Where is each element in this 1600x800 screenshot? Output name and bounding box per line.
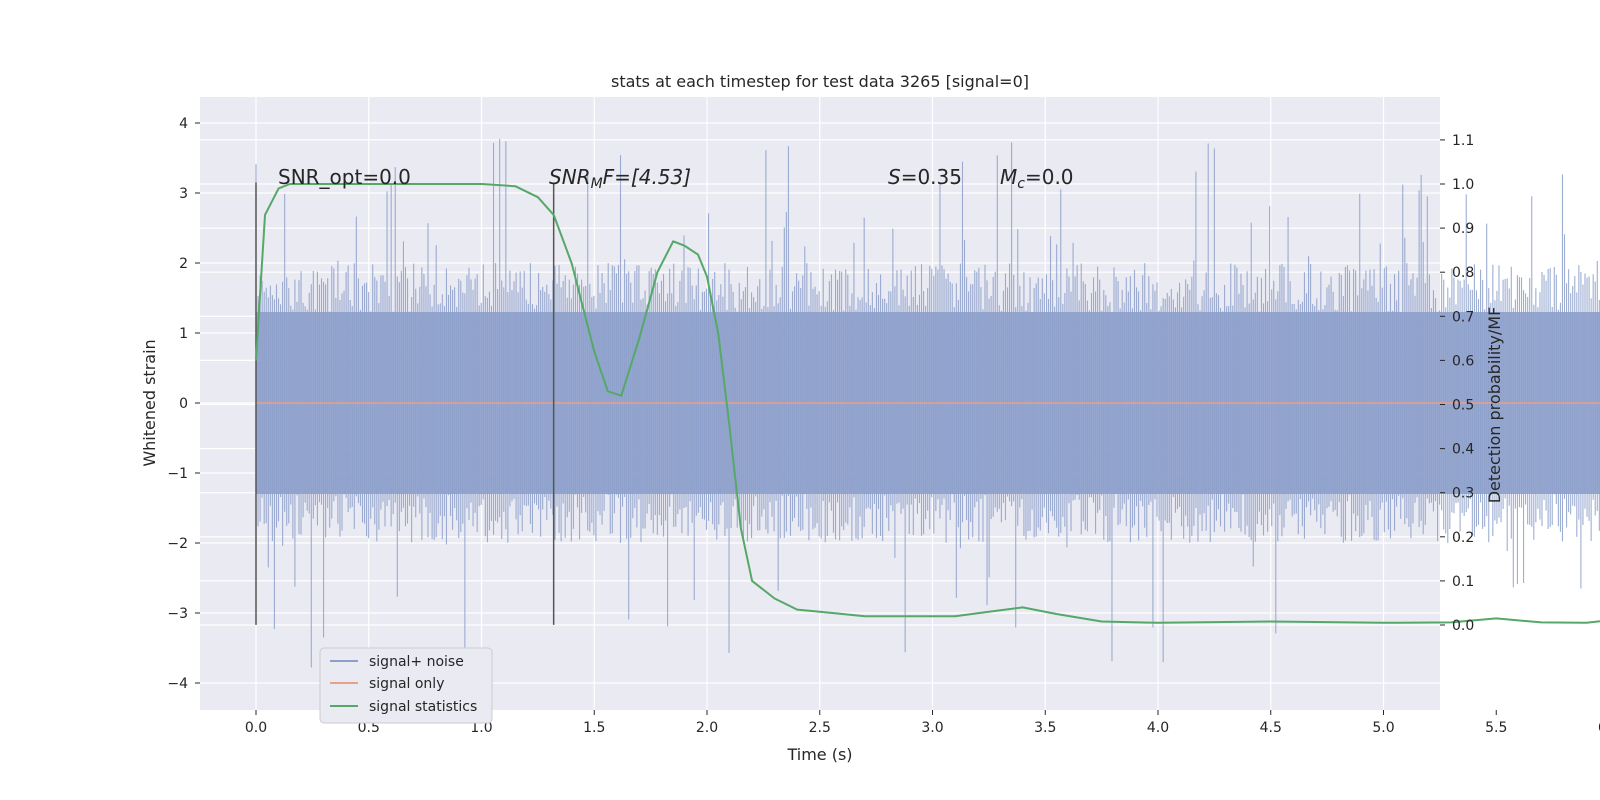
y-axis-label-left: Whitened strain <box>140 339 159 466</box>
x-tick-label: 1.0 <box>470 720 492 736</box>
x-tick-label: 0.5 <box>358 720 380 736</box>
y-left-tick-label: 1 <box>179 326 188 342</box>
x-tick-label: 6.0 <box>1598 720 1600 736</box>
x-tick-label: 3.5 <box>1034 720 1056 736</box>
y-right-tick-label: 0.0 <box>1452 618 1474 634</box>
y-left-tick-label: 2 <box>179 256 188 272</box>
legend-label-signal-only: signal only <box>369 676 444 692</box>
x-tick-label: 4.5 <box>1260 720 1282 736</box>
y-right-tick-label: 0.1 <box>1452 574 1474 590</box>
x-tick-label: 5.5 <box>1485 720 1507 736</box>
chart-title: stats at each timestep for test data 326… <box>611 72 1029 91</box>
y-axis-label-right: Detection probability/MF <box>1485 307 1504 504</box>
y-left-tick-label: −3 <box>167 606 188 622</box>
y-right-tick-label: 0.3 <box>1452 486 1474 502</box>
x-tick-label: 3.0 <box>921 720 943 736</box>
y-left-tick-label: 4 <box>179 116 188 132</box>
x-tick-label: 2.0 <box>696 720 718 736</box>
y-right-tick-label: 1.0 <box>1452 177 1474 193</box>
legend: signal+ noise signal only signal statist… <box>319 647 493 724</box>
series-signal-statistics <box>255 183 1600 624</box>
legend-label-signal-statistics: signal statistics <box>369 699 477 715</box>
y-right-tick-label: 0.9 <box>1452 221 1474 237</box>
y-right-tick-label: 0.6 <box>1452 353 1474 369</box>
y-left-tick-label: 0 <box>179 396 188 412</box>
y-left-tick-label: −4 <box>167 676 188 692</box>
x-tick-label: 1.5 <box>583 720 605 736</box>
y-left-tick-label: 3 <box>179 186 188 202</box>
annotation-snr-opt: SNR_opt=0.0 <box>278 165 411 189</box>
signal-statistics-line <box>255 183 1600 624</box>
y-right-tick-label: 0.8 <box>1452 265 1474 281</box>
y-right-tick-label: 1.1 <box>1452 133 1474 149</box>
vertical-markers <box>255 182 555 625</box>
legend-label-signal-noise: signal+ noise <box>369 654 464 670</box>
x-tick-label: 2.5 <box>809 720 831 736</box>
y-right-tick-label: 0.7 <box>1452 309 1474 325</box>
y-right-tick-label: 0.2 <box>1452 530 1474 546</box>
y-left-tick-label: −1 <box>167 466 188 482</box>
x-axis-label: Time (s) <box>786 745 852 764</box>
y-right-tick-label: 0.4 <box>1452 442 1474 458</box>
y-right-tick-label: 0.5 <box>1452 398 1474 414</box>
annotation-mc: Mc=0.0 <box>1000 165 1074 192</box>
x-tick-label: 5.0 <box>1372 720 1394 736</box>
x-tick-label: 0.0 <box>245 720 267 736</box>
annotation-snr-mf: SNRMF=[4.53] <box>549 165 691 192</box>
y-left-tick-label: −2 <box>167 536 188 552</box>
annotation-s: S=0.35 <box>888 165 962 189</box>
ticks: 0.00.51.01.52.02.53.03.54.04.55.05.56.06… <box>167 116 1600 736</box>
legend-box <box>319 647 493 724</box>
x-tick-label: 4.0 <box>1147 720 1169 736</box>
